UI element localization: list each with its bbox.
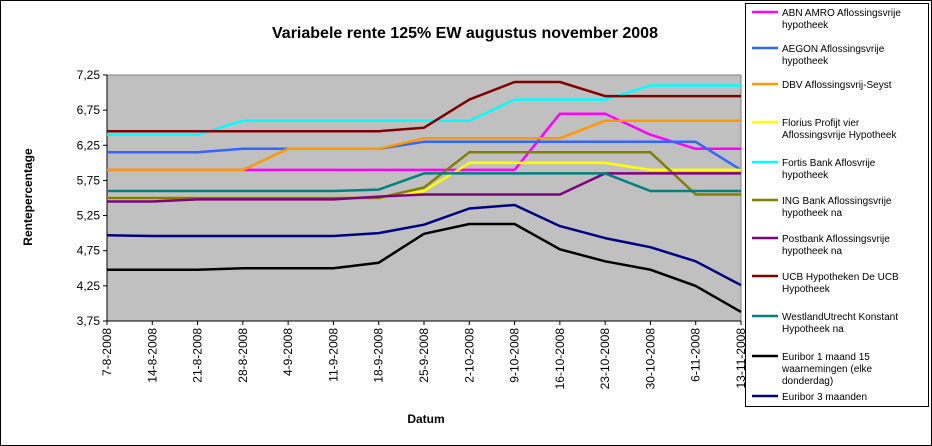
- series-line-10: [107, 222, 742, 313]
- legend-label: Fortis Bank Aflosvrije hypotheek: [782, 158, 876, 181]
- legend-label: Euribor 1 maand 15 waarnemingen (elke dond…: [781, 352, 872, 387]
- x-tick-label: 16-10-2008: [553, 328, 567, 390]
- x-tick-label: 2-10-2008: [462, 328, 476, 383]
- series-line-11: [106, 203, 742, 287]
- y-tick-label: 5,25: [77, 209, 101, 223]
- legend-label: DBV Aflossingsvrij-Seyst: [782, 80, 892, 91]
- y-tick-label: 4,75: [77, 244, 101, 258]
- x-axis-label: Datum: [407, 412, 444, 426]
- legend-label: UCB Hypotheken De UCB Hypotheek: [782, 272, 899, 295]
- plot-area: 3,75 4,25 4,75 5,25 5,75 6,25 6,75 7,25 7-8-2008…: [77, 68, 748, 389]
- x-tick-label: 9-10-2008: [508, 328, 522, 383]
- legend-label: Postbank Aflossingsvrije hypotheek na: [782, 234, 890, 257]
- y-tick-label: 5,75: [77, 173, 101, 187]
- y-tick-label: 4,25: [77, 279, 101, 293]
- x-tick-label: 25-9-2008: [417, 328, 431, 383]
- x-tick-label: 7-8-2008: [100, 328, 114, 376]
- y-axis-label: Rentepercentage: [21, 148, 35, 246]
- series-line-3: [107, 119, 741, 172]
- legend: ABN AMRO Aflossingsvrije hypotheek AEGON A…: [745, 3, 929, 407]
- legend-label: WestlandUtrecht Konstant Hypotheek na: [782, 312, 898, 335]
- x-tick-label: 18-9-2008: [372, 328, 386, 383]
- series-line-9: [107, 172, 741, 193]
- x-tick-label: 13-11-2008: [734, 328, 748, 389]
- y-tick-label: 3,75: [77, 314, 101, 328]
- x-tick-label: 11-9-2008: [326, 328, 340, 382]
- series-line-8: [107, 80, 741, 133]
- chart-title: Variabele rente 125% EW augustus novembe…: [272, 25, 658, 42]
- legend-label: Florius Profijt vier Aflossingsvrije Hypo…: [782, 118, 897, 141]
- legend-label: Euribor 3 maanden: [782, 392, 867, 403]
- x-tick-label: 6-11-2008: [689, 328, 703, 382]
- series-line-7: [107, 172, 741, 203]
- legend-label: AEGON Aflossingsvrije hypotheek: [782, 44, 885, 67]
- legend-label: ABN AMRO Aflossingsvrije hypotheek: [782, 8, 901, 31]
- x-tick-label: 28-8-2008: [236, 328, 250, 383]
- x-tick-label: 4-9-2008: [281, 328, 295, 376]
- x-tick-label: 23-10-2008: [598, 328, 612, 390]
- y-tick-label: 6,25: [77, 138, 101, 152]
- series-line-2: [107, 140, 742, 171]
- y-tick-label: 7,25: [77, 68, 101, 82]
- x-tick-label: 14-8-2008: [145, 328, 159, 383]
- x-tick-label: 30-10-2008: [643, 328, 657, 390]
- legend-box: [745, 3, 929, 407]
- y-tick-label: 6,75: [77, 103, 101, 117]
- series-line-6: [107, 151, 741, 200]
- x-tick-label: 21-8-2008: [191, 328, 205, 383]
- legend-label: ING Bank Aflossingsvrije hypotheek na: [782, 196, 892, 219]
